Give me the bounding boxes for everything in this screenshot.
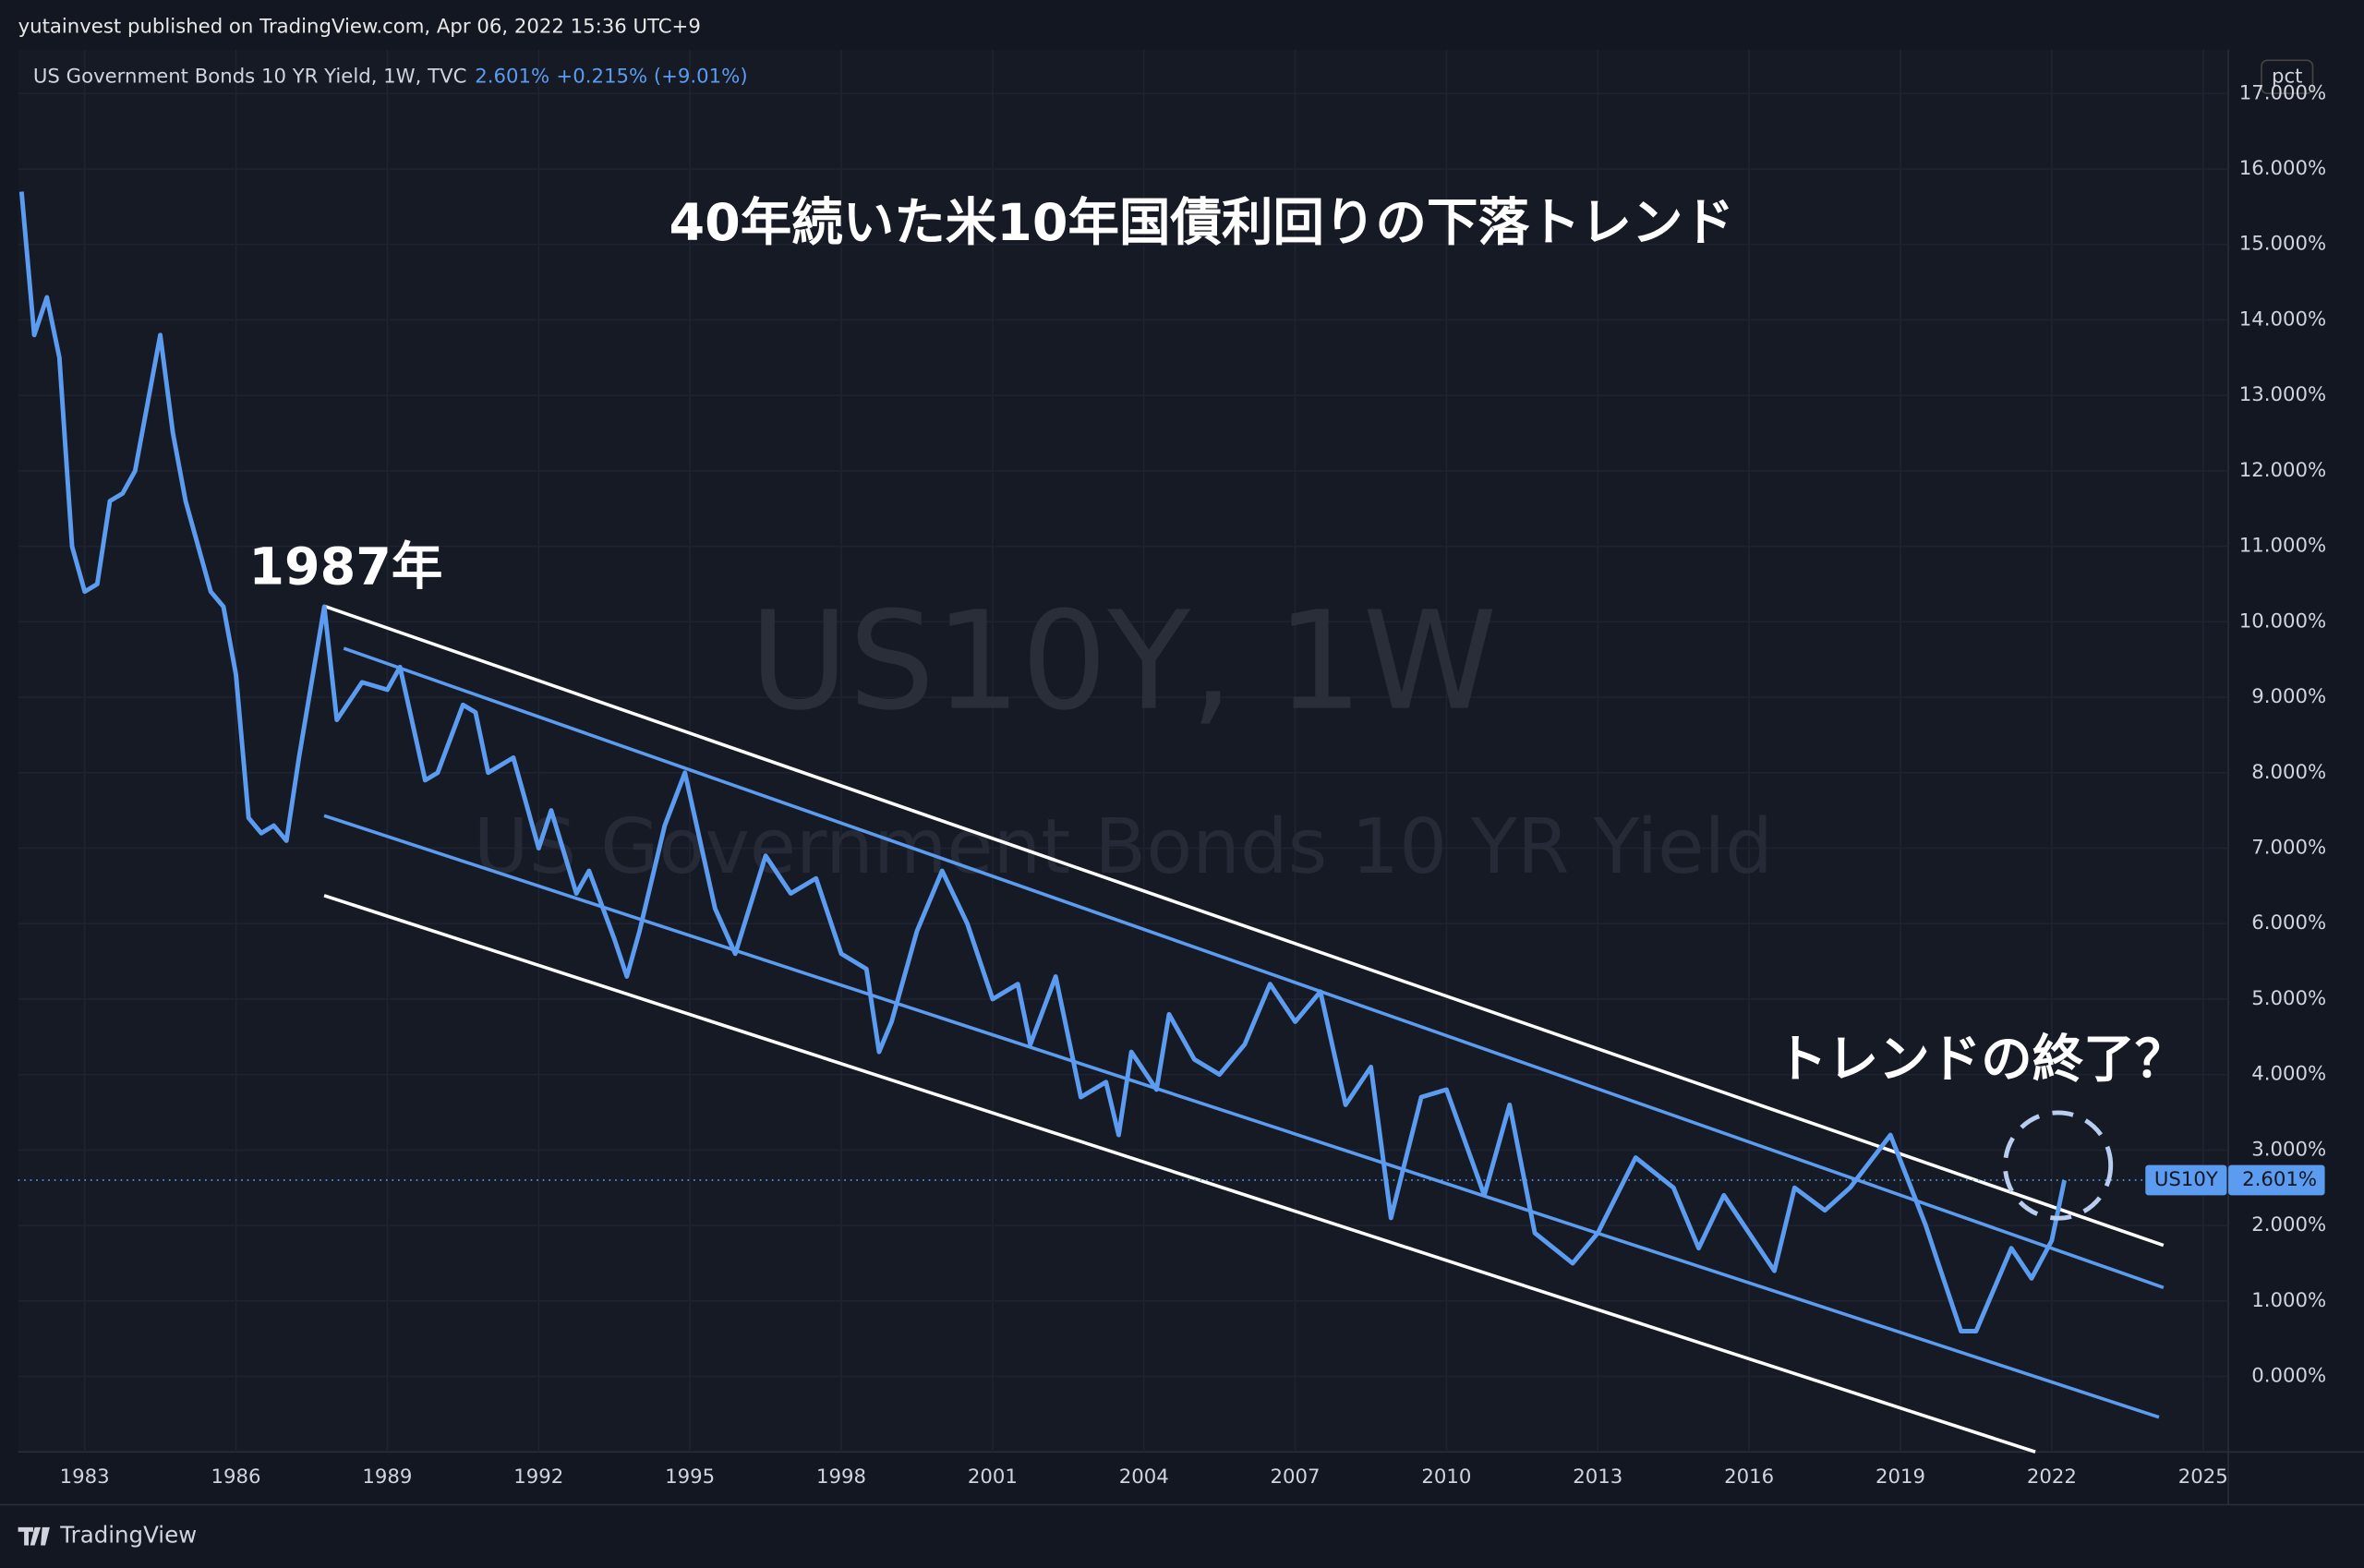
highlight-circle <box>2002 1110 2114 1221</box>
price-line <box>18 191 2067 1333</box>
symbol-label-box <box>2145 1164 2227 1196</box>
symbol-label: US10Y <box>2154 1168 2218 1191</box>
watermark-symbol: US10Y, 1W <box>749 583 1497 741</box>
y-tick-label: 10.000% <box>2239 609 2326 633</box>
legend-value: 2.601% <box>475 65 549 88</box>
x-tick-label: 1989 <box>362 1465 412 1489</box>
x-tick-label: 1983 <box>60 1465 110 1489</box>
x-tick-label: 2019 <box>1876 1465 1925 1489</box>
y-tick-label: 11.000% <box>2239 535 2326 558</box>
lower-inner-line <box>323 814 2160 1419</box>
brand: TradingView <box>59 1522 197 1549</box>
y-tick-label: 5.000% <box>2251 987 2326 1010</box>
x-tick-label: 2013 <box>1573 1465 1622 1489</box>
upper-trendline <box>323 604 2165 1248</box>
x-tick-label: 2007 <box>1271 1465 1321 1489</box>
y-tick-label: 7.000% <box>2251 837 2326 860</box>
upper-inner-line <box>343 646 2165 1290</box>
chart-title: 40年続いた米10年国債利回りの下落トレンド <box>669 193 1733 253</box>
x-tick-label: 1992 <box>513 1465 563 1489</box>
x-tick-label: 2025 <box>2178 1465 2228 1489</box>
x-tick-label: 2022 <box>2027 1465 2077 1489</box>
y-tick-label: 12.000% <box>2239 459 2326 482</box>
y-tick-label: 15.000% <box>2239 233 2326 256</box>
scale-mode[interactable]: pct <box>2272 65 2302 88</box>
price-label: 2.601% <box>2242 1168 2317 1191</box>
y-tick-label: 17.000% <box>2239 81 2326 104</box>
y-tick-label: 4.000% <box>2251 1063 2326 1086</box>
x-tick-label: 2004 <box>1119 1465 1169 1489</box>
annotation: トレンドの終了？ <box>1776 1030 2186 1090</box>
y-tick-label: 3.000% <box>2251 1138 2326 1161</box>
plot-pane <box>18 49 2229 1453</box>
x-tick-label: 2010 <box>1421 1465 1471 1489</box>
watermark-name: US Government Bonds 10 YR Yield <box>474 803 1773 891</box>
y-tick-label: 0.000% <box>2251 1365 2326 1388</box>
x-tick-label: 2001 <box>968 1465 1018 1489</box>
price-label-box <box>2228 1164 2325 1196</box>
x-tick-label: 1986 <box>211 1465 261 1489</box>
legend-symbol: US Government Bonds 10 YR Yield, 1W, TVC <box>33 65 467 88</box>
x-tick-label: 2016 <box>1724 1465 1774 1489</box>
y-tick-label: 14.000% <box>2239 308 2326 331</box>
y-tick-label: 1.000% <box>2251 1289 2326 1312</box>
legend-change: +0.215% (+9.01%) <box>556 65 747 88</box>
y-tick-label: 16.000% <box>2239 157 2326 180</box>
scale-mode-button[interactable] <box>2261 59 2314 95</box>
lower-trendline <box>323 894 2036 1453</box>
trend-channel <box>323 604 2165 1453</box>
y-tick-label: 13.000% <box>2239 383 2326 406</box>
y-tick-label: 2.000% <box>2251 1213 2326 1236</box>
brand-logo <box>18 1526 50 1546</box>
y-tick-label: 8.000% <box>2251 761 2326 784</box>
publisher: yutainvest published on TradingView.com,… <box>18 15 701 38</box>
x-tick-label: 1998 <box>816 1465 866 1489</box>
x-tick-label: 1995 <box>665 1465 715 1489</box>
annotation: 1987年 <box>248 537 442 597</box>
y-tick-label: 6.000% <box>2251 911 2326 935</box>
y-tick-label: 9.000% <box>2251 685 2326 708</box>
